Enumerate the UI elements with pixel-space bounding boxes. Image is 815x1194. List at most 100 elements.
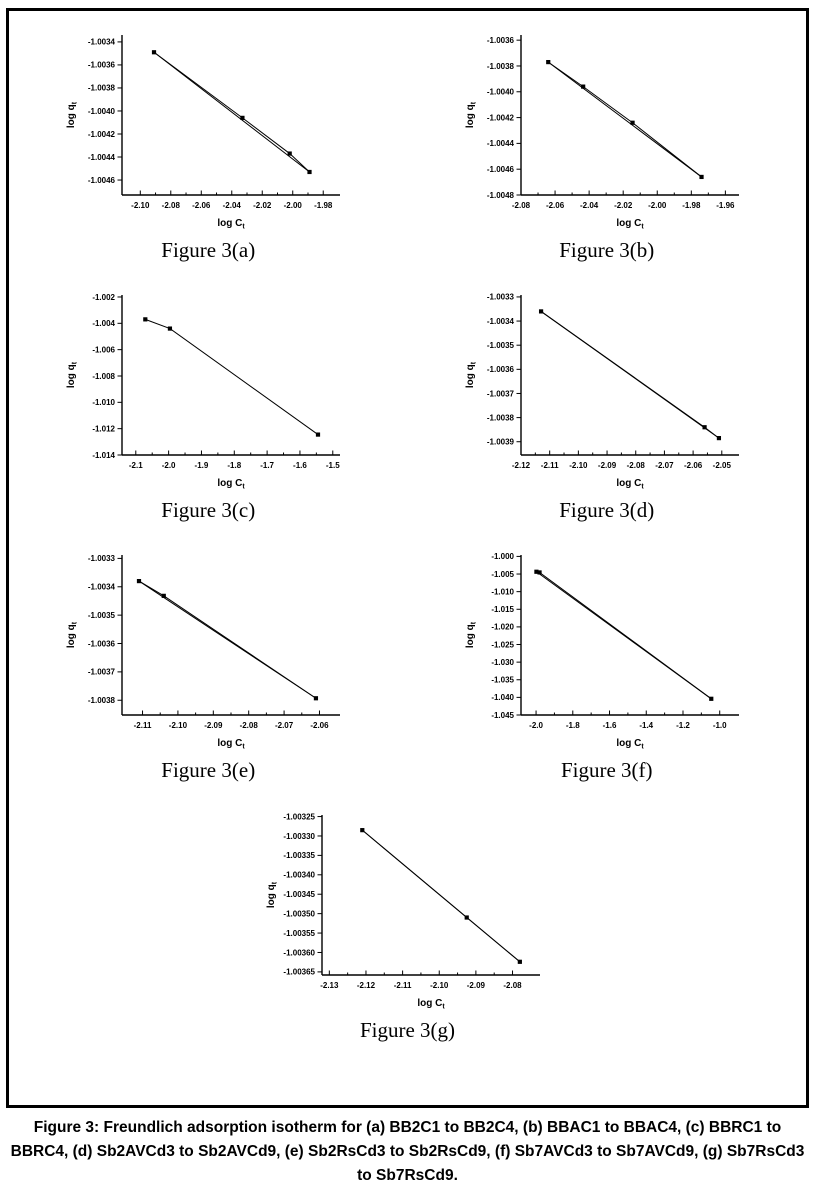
x-tick-label: -2.07 [655,461,674,470]
y-tick-label: -1.0034 [487,317,515,326]
x-tick-label: -1.4 [639,721,653,730]
figure-sublabel-f: Figure 3(f) [560,758,653,782]
y-tick-label: -1.025 [491,640,514,649]
y-tick-label: -1.0038 [88,84,116,93]
chart-canvas-f: -2.0 -1.8 -1.6 -1.4 -1.2 -1.0 -1.000 -1.005 -1.0… [465,552,739,751]
y-axis-label: log qt [465,101,478,128]
y-tick-label: -1.0044 [487,139,515,148]
x-tick-label: -2.12 [512,461,531,470]
x-axis-label-sub: t [243,224,246,231]
x-axis-label-main: log C [218,738,243,749]
y-tick-label: -1.0042 [487,113,515,122]
charts-row-4: -2.13 -2.12 -2.11 -2.10 -2.09 -2.08 -1.00325 -1… [9,807,806,1043]
y-axis-label: log qt [465,621,478,648]
y-tick-label: -1.012 [93,424,116,433]
x-tick-label: -1.8 [566,721,580,730]
data-point-marker [702,425,707,430]
y-tick-label: -1.0036 [487,36,515,45]
y-axis-label: log qt [465,361,478,388]
x-tick-label: -1.0 [713,721,727,730]
y-axis-label-main: log q [465,364,476,388]
y-tick-label: -1.0036 [487,365,515,374]
x-tick-label: -2.11 [541,461,559,470]
y-tick-label: -1.020 [491,623,514,632]
x-tick-label: -1.98 [314,201,333,210]
y-tick-label: -1.00350 [283,909,315,918]
x-axis-label-sub: t [243,484,246,491]
x-axis-label: log Ct [616,218,644,231]
data-point-marker [316,432,321,437]
y-axis-label-sub: t [72,621,79,624]
y-tick-label: -1.0038 [487,62,515,71]
x-axis-label-main: log C [616,218,641,229]
data-point-marker [630,120,635,125]
y-tick-label: -1.008 [93,372,116,381]
x-axis-label-sub: t [243,744,246,751]
figure-3d-block: -2.12 -2.11 -2.10 -2.09 -2.08 -2.07 -2.06 -2.05… [461,287,753,523]
data-point-marker [537,570,542,575]
data-point-marker [545,59,551,65]
data-point-marker [716,436,721,441]
x-tick-label: -2.04 [580,201,599,210]
x-tick-label: -1.6 [602,721,616,730]
figure-sublabel-g: Figure 3(g) [359,1018,456,1042]
x-tick-label: -2.07 [275,721,294,730]
x-tick-label: -1.8 [228,461,242,470]
y-tick-label: -1.0040 [88,107,116,116]
y-axis-label: log qt [266,881,279,908]
data-point-marker [137,578,142,584]
data-series-line [540,311,719,439]
data-point-marker [168,326,173,331]
x-axis-label: log Ct [218,218,246,231]
x-tick-label: -2.08 [162,201,181,210]
y-tick-label: -1.015 [491,605,514,614]
y-tick-label: -1.0034 [88,38,116,47]
y-tick-label: -1.0046 [88,176,116,185]
y-tick-label: -1.004 [93,319,116,328]
y-tick-label: -1.0037 [88,668,116,677]
x-tick-label: -2.02 [253,201,272,210]
y-axis-label: log qt [66,621,79,648]
y-tick-label: -1.0048 [487,191,515,200]
y-tick-label: -1.040 [491,693,514,702]
y-tick-label: -1.00325 [283,812,315,821]
y-tick-label: -1.0034 [88,583,116,592]
y-axis-label-sub: t [72,101,79,104]
data-point-marker [287,151,293,156]
y-tick-label: -1.014 [93,451,116,460]
x-tick-label: -2.09 [598,461,617,470]
x-axis-label: log Ct [616,738,644,751]
fit-line [547,61,702,178]
figure-sublabel-d: Figure 3(d) [559,498,655,522]
data-point-marker [699,174,704,180]
x-tick-label: -2.09 [466,981,485,990]
data-series-line [153,51,311,173]
x-tick-label: -2.10 [131,201,150,210]
x-tick-label: -2.05 [712,461,731,470]
x-tick-label: -2.02 [614,201,633,210]
y-tick-label: -1.0044 [88,153,116,162]
chart-canvas-g: -2.13 -2.12 -2.11 -2.10 -2.09 -2.08 -1.00325 -1… [266,812,540,1011]
x-tick-label: -1.7 [260,461,274,470]
y-tick-label: -1.005 [491,570,514,579]
y-tick-label: -1.00340 [283,871,315,880]
x-axis-label-main: log C [218,478,243,489]
x-tick-label: -2.10 [569,461,588,470]
x-tick-label: -2.0 [529,721,543,730]
x-tick-label: -1.98 [682,201,701,210]
x-tick-label: -2.09 [204,721,223,730]
y-tick-label: -1.0036 [88,61,116,70]
chart-canvas-a: -2.10 -2.08 -2.06 -2.04 -2.02 -2.00 -1.98 -1.00… [66,35,341,231]
y-tick-label: -1.00365 [283,968,315,977]
data-point-marker [534,569,539,574]
y-tick-label: -1.000 [491,552,514,561]
data-point-marker [152,50,157,55]
figure-3g-block: -2.13 -2.12 -2.11 -2.10 -2.09 -2.08 -1.00325 -1… [262,807,554,1043]
x-axis-label-main: log C [616,738,641,749]
y-tick-label: -1.00345 [283,890,315,899]
y-axis-label-main: log q [66,364,77,388]
x-tick-label: -2.08 [240,721,259,730]
y-axis-label-sub: t [72,361,79,364]
y-axis-label-sub: t [470,621,477,624]
